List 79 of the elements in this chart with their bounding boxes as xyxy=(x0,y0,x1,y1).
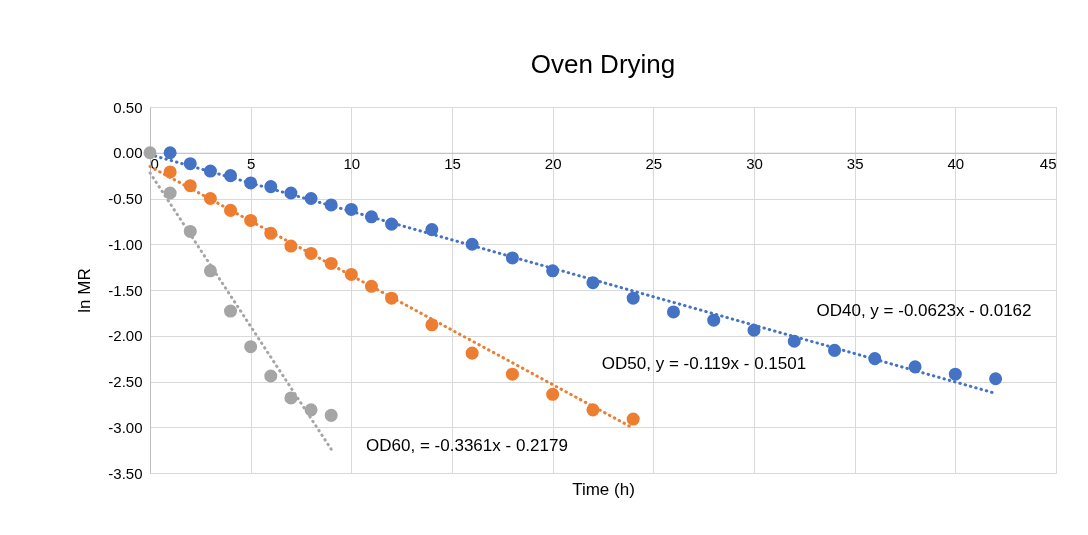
point xyxy=(304,191,318,206)
point xyxy=(505,367,519,381)
point xyxy=(364,279,378,293)
point xyxy=(163,186,177,200)
point xyxy=(465,346,479,360)
y-tick-label: -1.00 xyxy=(108,235,143,253)
point xyxy=(203,191,217,206)
chart-title: Oven Drying xyxy=(530,49,676,79)
x-tick-label: 15 xyxy=(444,155,461,173)
point xyxy=(787,334,801,348)
x-tick-label: 5 xyxy=(246,155,256,173)
point xyxy=(224,169,238,183)
point xyxy=(183,224,197,238)
point xyxy=(244,340,258,354)
point xyxy=(828,343,842,357)
x-tick-label: 10 xyxy=(343,155,361,173)
point xyxy=(264,226,278,240)
point xyxy=(747,323,761,337)
x-tick-label: 40 xyxy=(947,155,965,173)
point xyxy=(264,180,278,194)
point xyxy=(284,239,298,253)
y-tick-label: -2.50 xyxy=(108,373,143,390)
point xyxy=(344,267,358,281)
point xyxy=(626,291,640,305)
point xyxy=(183,157,197,171)
point xyxy=(425,223,439,237)
annotation: OD40, y = -0.0623x - 0.0162 xyxy=(816,301,1032,320)
point xyxy=(546,264,560,278)
y-tick-label: 0.50 xyxy=(113,98,143,116)
point xyxy=(626,412,640,426)
point xyxy=(546,387,560,401)
point xyxy=(364,210,378,224)
point xyxy=(244,176,258,190)
y-tick-label: -3.50 xyxy=(108,464,143,482)
point xyxy=(586,403,600,417)
y-tick-label: -0.50 xyxy=(108,190,143,207)
point xyxy=(707,313,721,327)
point xyxy=(244,213,258,227)
point xyxy=(324,408,338,422)
point xyxy=(183,179,197,193)
point xyxy=(385,291,399,305)
point xyxy=(324,198,338,212)
x-tick-label: 25 xyxy=(645,155,663,173)
y-tick-label: 0.00 xyxy=(113,144,143,162)
point xyxy=(989,372,1003,386)
x-tick-label: 20 xyxy=(544,155,562,173)
point xyxy=(948,367,962,381)
y-tick-label: -1.50 xyxy=(108,281,143,299)
point xyxy=(868,352,882,366)
annotation: OD50, y = -0.119x - 0.1501 xyxy=(601,354,807,373)
point xyxy=(264,369,278,383)
x-axis-title: Time (h) xyxy=(572,479,635,499)
point xyxy=(224,203,238,217)
x-tick-label: 30 xyxy=(746,155,763,173)
point xyxy=(666,305,680,319)
point xyxy=(465,237,479,251)
point xyxy=(505,251,519,265)
point xyxy=(324,256,338,270)
annotation: OD60, = -0.3361x - 0.2179 xyxy=(366,436,568,455)
point xyxy=(224,304,238,318)
x-tick-label: 35 xyxy=(846,155,864,173)
x-tick-label: 45 xyxy=(1039,155,1057,173)
y-tick-label: -2.00 xyxy=(108,327,143,345)
point xyxy=(304,403,318,417)
point xyxy=(284,186,298,200)
point xyxy=(203,164,217,178)
point xyxy=(143,146,157,160)
y-axis-title: ln MR xyxy=(75,268,95,313)
y-tick-label: -3.00 xyxy=(108,418,143,436)
point xyxy=(586,276,600,290)
point xyxy=(908,360,922,374)
point xyxy=(163,146,177,160)
point xyxy=(163,165,177,179)
point xyxy=(425,318,439,332)
point xyxy=(344,202,358,216)
point xyxy=(203,264,217,278)
point xyxy=(385,217,399,231)
point xyxy=(304,246,318,260)
point xyxy=(284,391,298,405)
